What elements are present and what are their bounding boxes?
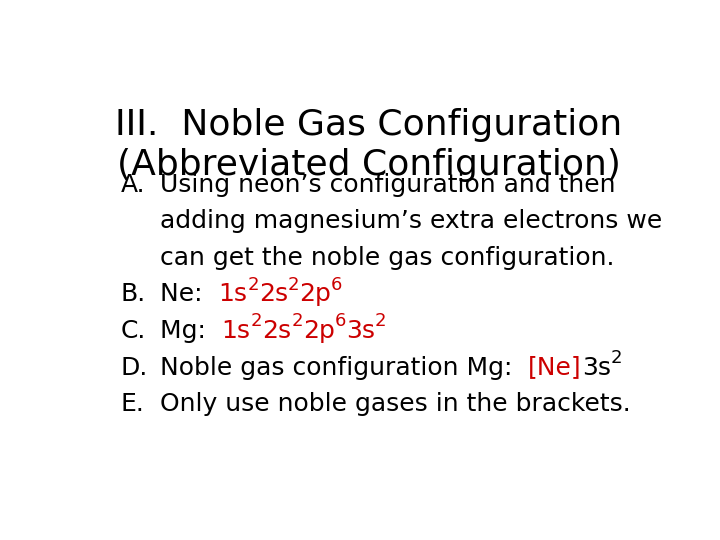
Text: 2: 2	[247, 276, 258, 294]
Text: 1s: 1s	[222, 319, 251, 343]
Text: adding magnesium’s extra electrons we: adding magnesium’s extra electrons we	[160, 209, 662, 233]
Text: 2: 2	[251, 312, 262, 330]
Text: III.  Noble Gas Configuration: III. Noble Gas Configuration	[115, 109, 623, 143]
Text: Noble gas configuration Mg:: Noble gas configuration Mg:	[160, 355, 528, 380]
Text: 2: 2	[292, 312, 302, 330]
Text: 2: 2	[288, 276, 300, 294]
Text: [Ne]: [Ne]	[528, 355, 582, 380]
Text: C.: C.	[121, 319, 146, 343]
Text: 6: 6	[335, 312, 346, 330]
Text: Only use noble gases in the brackets.: Only use noble gases in the brackets.	[160, 392, 631, 416]
Text: 1s: 1s	[218, 282, 247, 306]
Text: Ne:: Ne:	[160, 282, 218, 306]
Text: 3s: 3s	[582, 355, 611, 380]
Text: Using neon’s configuration and then: Using neon’s configuration and then	[160, 173, 616, 197]
Text: 2p: 2p	[300, 282, 331, 306]
Text: D.: D.	[121, 355, 148, 380]
Text: Mg:: Mg:	[160, 319, 222, 343]
Text: (Abbreviated Configuration): (Abbreviated Configuration)	[117, 148, 621, 182]
Text: B.: B.	[121, 282, 146, 306]
Text: 3s: 3s	[346, 319, 375, 343]
Text: 6: 6	[331, 276, 343, 294]
Text: 2: 2	[611, 349, 622, 367]
Text: E.: E.	[121, 392, 145, 416]
Text: 2p: 2p	[302, 319, 335, 343]
Text: can get the noble gas configuration.: can get the noble gas configuration.	[160, 246, 614, 270]
Text: 2: 2	[375, 312, 387, 330]
Text: 2s: 2s	[262, 319, 292, 343]
Text: 2s: 2s	[258, 282, 288, 306]
Text: A.: A.	[121, 173, 145, 197]
